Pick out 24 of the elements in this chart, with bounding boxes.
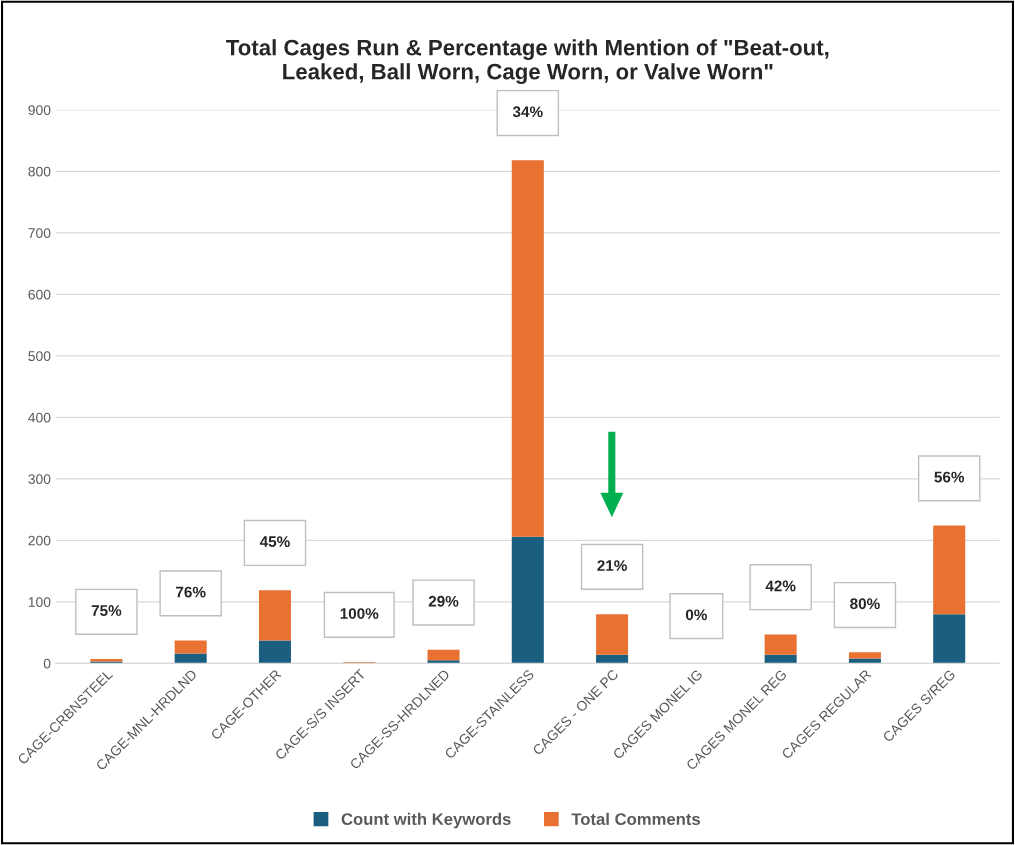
annotation: 45%: [259, 536, 290, 548]
y-tick-label: 800: [28, 166, 51, 177]
annotation: 0%: [685, 609, 707, 621]
y-tick-label: 100: [28, 597, 51, 607]
y-tick-label: 300: [28, 474, 51, 484]
y-tick-label: 700: [28, 228, 51, 239]
legend-label: Count with Keywords: [341, 812, 511, 829]
annotation: 42%: [765, 580, 796, 592]
legend-label: Total Comments: [571, 812, 700, 826]
chart-title: Total Cages Run & Percentage with Mention of "Beat-out, Leaked, Ball Worn, Cage Worn, or Valve Worn": [226, 39, 829, 84]
annotation: 29%: [428, 595, 459, 607]
y-tick-label: 600: [28, 289, 51, 300]
y-tick-label: 200: [28, 535, 51, 546]
y-tick-label: 900: [28, 105, 51, 116]
annotation: 75%: [91, 605, 122, 616]
annotation: 100%: [340, 608, 379, 619]
y-tick-label: 400: [28, 412, 51, 423]
annotation: 34%: [512, 106, 543, 118]
annotation: 80%: [850, 598, 880, 610]
annotation: 56%: [934, 471, 965, 483]
y-tick-label: 0: [43, 658, 51, 669]
annotation: 76%: [176, 586, 206, 598]
y-tick-label: 500: [28, 351, 51, 362]
annotation: 21%: [597, 560, 627, 571]
